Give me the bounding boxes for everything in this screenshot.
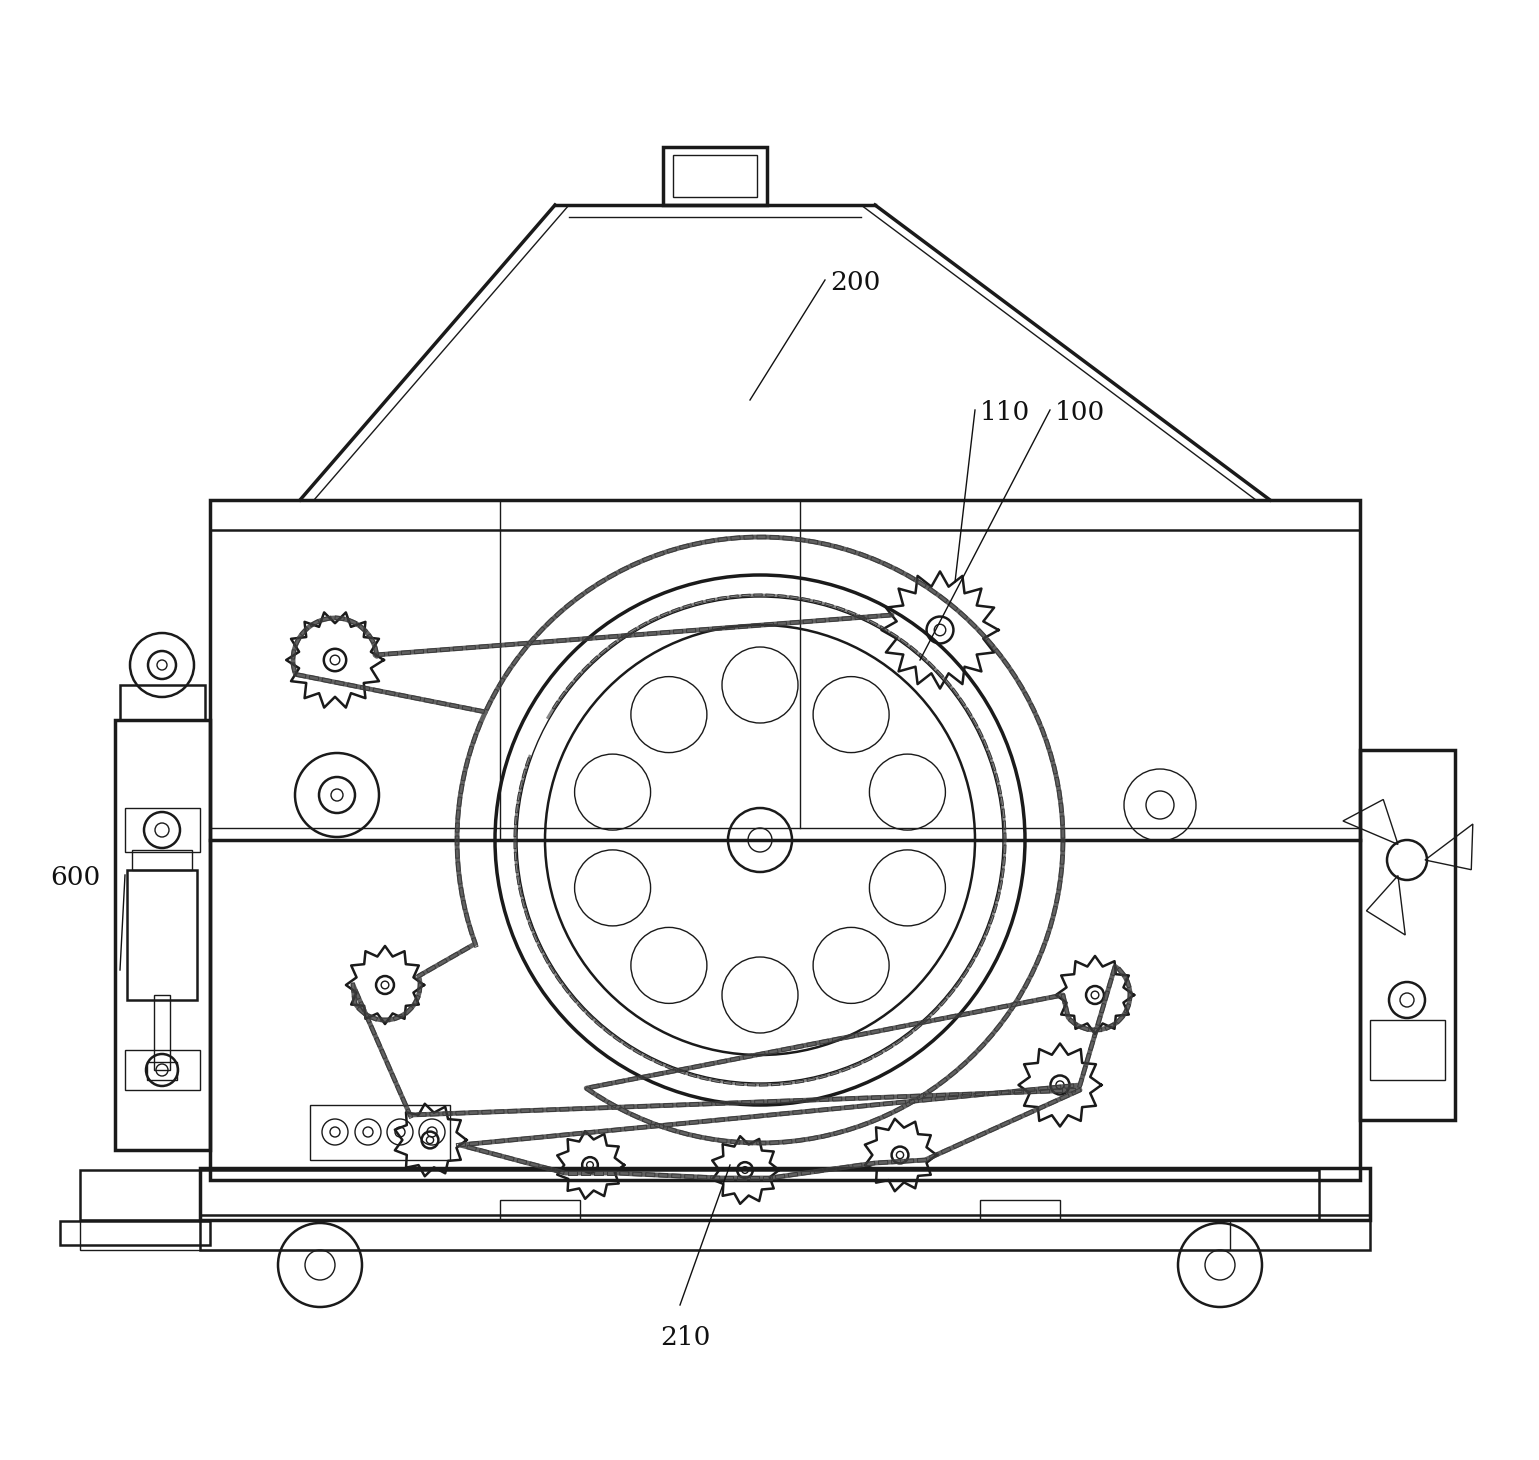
Bar <box>80 1169 1319 1221</box>
Bar <box>309 1105 449 1161</box>
Bar <box>1360 750 1454 1120</box>
Bar <box>980 1200 1060 1221</box>
Bar <box>125 1050 200 1091</box>
Bar <box>154 996 169 1070</box>
Bar <box>673 155 757 197</box>
Bar <box>132 850 192 870</box>
Text: 200: 200 <box>830 270 880 295</box>
Bar <box>200 1215 1370 1250</box>
Bar <box>663 147 766 204</box>
Text: 600: 600 <box>49 864 100 891</box>
Bar <box>148 1061 177 1080</box>
Bar <box>125 807 200 853</box>
Text: 100: 100 <box>1056 400 1105 425</box>
Text: 110: 110 <box>980 400 1030 425</box>
Bar <box>200 1168 1370 1221</box>
Bar <box>115 720 209 1150</box>
Bar <box>128 870 197 1000</box>
Bar <box>80 1221 1230 1250</box>
Bar <box>1370 1021 1445 1080</box>
Bar <box>60 1221 209 1245</box>
Bar <box>209 499 1360 1180</box>
Bar <box>209 499 1360 530</box>
Bar <box>120 685 205 720</box>
Bar <box>500 1200 580 1221</box>
Text: 210: 210 <box>660 1326 711 1350</box>
